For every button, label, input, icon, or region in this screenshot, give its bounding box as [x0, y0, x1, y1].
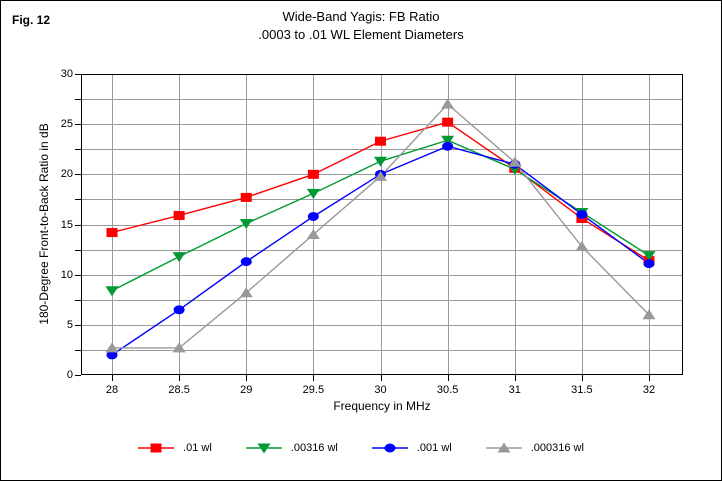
series-marker-1	[441, 135, 455, 146]
legend-marker-1	[257, 443, 271, 454]
series-marker-2	[576, 209, 588, 219]
series-marker-3	[306, 229, 320, 240]
plot-area	[75, 74, 689, 383]
y-tick-label: 20	[60, 168, 73, 181]
chart-subtitle: .0003 to .01 WL Element Diameters	[258, 27, 464, 42]
series-marker-0	[173, 210, 185, 220]
series-marker-0	[307, 169, 319, 179]
legend-item-0: .01 wl	[138, 441, 212, 455]
series-marker-3	[105, 342, 119, 353]
y-tick-label: 30	[60, 68, 73, 80]
legend-label: .00316 wl	[290, 442, 338, 454]
series-marker-1	[172, 252, 186, 263]
x-tick-label: 28	[105, 384, 119, 396]
legend-marker-2	[384, 443, 396, 453]
series-marker-2	[307, 211, 319, 221]
legend-swatch-triangle-down-icon	[245, 443, 282, 454]
series-marker-1	[306, 188, 320, 199]
series-marker-0	[442, 117, 454, 127]
series-marker-3	[575, 241, 589, 252]
series-marker-1	[239, 218, 253, 229]
legend-swatch-square-icon	[138, 443, 175, 453]
legend-item-3: .000316 wl	[485, 441, 584, 455]
series-marker-1	[642, 251, 656, 262]
series-marker-0	[106, 228, 118, 238]
series-marker-2	[643, 259, 655, 269]
x-tick-label: 32	[642, 384, 656, 396]
series-marker-1	[105, 286, 119, 297]
legend-label: .000316 wl	[530, 442, 584, 454]
legend-marker-3	[497, 442, 511, 453]
legend: .01 wl .00316 wl .001 wl .000316 wl	[1, 441, 721, 455]
x-tick-label: 31.5	[571, 384, 593, 396]
y-tick-label: 5	[66, 318, 73, 331]
x-tick-label: 30.5	[436, 384, 459, 396]
series-marker-3	[508, 156, 522, 167]
x-tick-label: 31	[508, 384, 521, 396]
series-marker-3	[441, 98, 455, 109]
series-marker-2	[240, 257, 252, 267]
legend-marker-0	[150, 443, 162, 453]
legend-swatch-triangle-up-icon	[485, 442, 522, 453]
y-tick-label: 0	[66, 369, 73, 381]
y-tick-label: 25	[60, 118, 73, 131]
series-marker-1	[374, 156, 387, 167]
series-marker-0	[375, 136, 386, 146]
legend-swatch-circle-icon	[371, 443, 408, 453]
series-marker-2	[173, 305, 185, 315]
series-marker-3	[642, 309, 656, 320]
series-marker-2	[106, 350, 118, 360]
x-tick-label: 30	[374, 384, 387, 396]
plot-canvas	[75, 74, 683, 381]
series-marker-2	[442, 141, 454, 151]
chart-title: Wide-Band Yagis: FB Ratio	[282, 9, 440, 24]
series-marker-3	[172, 342, 186, 353]
y-tick-label: 10	[60, 268, 73, 281]
x-tick-label: 29.5	[302, 384, 325, 396]
legend-item-2: .001 wl	[371, 441, 452, 455]
x-tick-label: 28.5	[168, 384, 190, 396]
plot-border	[81, 74, 683, 375]
x-axis-title: Frequency in MHz	[333, 399, 431, 413]
y-tick-label: 15	[60, 218, 73, 231]
figure-label: Fig. 12	[12, 13, 51, 27]
series-marker-3	[239, 287, 253, 298]
legend-label: .01 wl	[183, 442, 212, 454]
legend-item-1: .00316 wl	[245, 441, 338, 455]
series-marker-0	[240, 192, 252, 202]
series-marker-3	[374, 170, 387, 181]
x-tick-label: 29	[240, 384, 253, 396]
legend-label: .001 wl	[416, 442, 452, 454]
